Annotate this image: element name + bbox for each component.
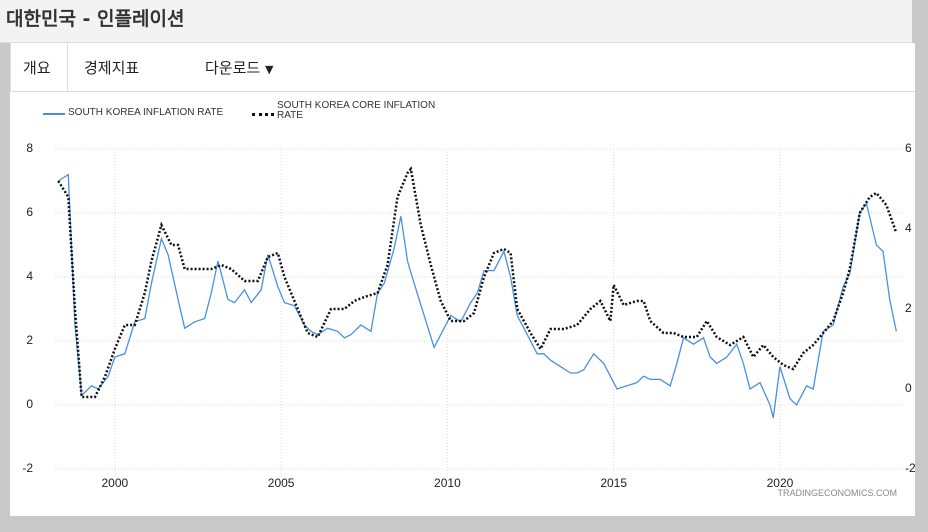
title-bar: 대한민국 - 인플레이션 xyxy=(0,0,912,43)
page-title: 대한민국 - 인플레이션 xyxy=(6,8,185,30)
tab-bar: 개요 경제지표 다운로드 ▼ xyxy=(10,43,915,92)
tab-label: 다운로드 xyxy=(205,59,261,77)
y-tick-label: 8 xyxy=(26,141,33,155)
chart: -2 0 2 4 6 8 -2 0 2 4 6 2000 2005 2010 2015 2020 xyxy=(22,141,915,490)
x-tick-label: 2010 xyxy=(434,476,461,490)
series-line xyxy=(57,173,897,418)
legend-swatch xyxy=(252,113,274,116)
x-tick-label: 2015 xyxy=(600,476,627,490)
tab[interactable]: 경제지표 xyxy=(84,57,139,78)
y-tick-label: -2 xyxy=(22,461,33,475)
series-line xyxy=(57,166,898,399)
y2-tick-label: -2 xyxy=(905,461,915,475)
tab-dropdown[interactable]: 다운로드 ▼ xyxy=(205,57,273,78)
y2-tick-label: 6 xyxy=(905,141,912,155)
y-tick-label: 0 xyxy=(26,397,33,411)
y-tick-label: 4 xyxy=(26,269,33,283)
x-tick-label: 2005 xyxy=(268,476,295,490)
x-tick-label: 2020 xyxy=(767,476,794,490)
chart-container: -2 0 2 4 6 8 -2 0 2 4 6 2000 2005 2010 2015 2020 SOUTH … xyxy=(10,92,915,516)
legend-label: SOUTH KOREA CORE INFLATION RATE xyxy=(277,100,436,121)
y2-tick-label: 0 xyxy=(905,381,912,395)
watermark: TRADINGECONOMICS.COM xyxy=(777,488,897,498)
tab-label: 개요 xyxy=(23,59,51,77)
y-tick-label: 2 xyxy=(26,333,33,347)
x-tick-label: 2000 xyxy=(102,476,129,490)
y2-tick-label: 2 xyxy=(905,301,912,315)
dropdown-arrow: ▼ xyxy=(264,63,274,76)
tab-label: 경제지표 xyxy=(84,59,140,77)
legend-swatch xyxy=(43,113,65,115)
legend-label: SOUTH KOREA INFLATION RATE xyxy=(68,107,224,118)
y-tick-label: 6 xyxy=(26,205,33,219)
tab-active[interactable]: 개요 xyxy=(10,43,68,91)
y2-tick-label: 4 xyxy=(905,221,912,235)
